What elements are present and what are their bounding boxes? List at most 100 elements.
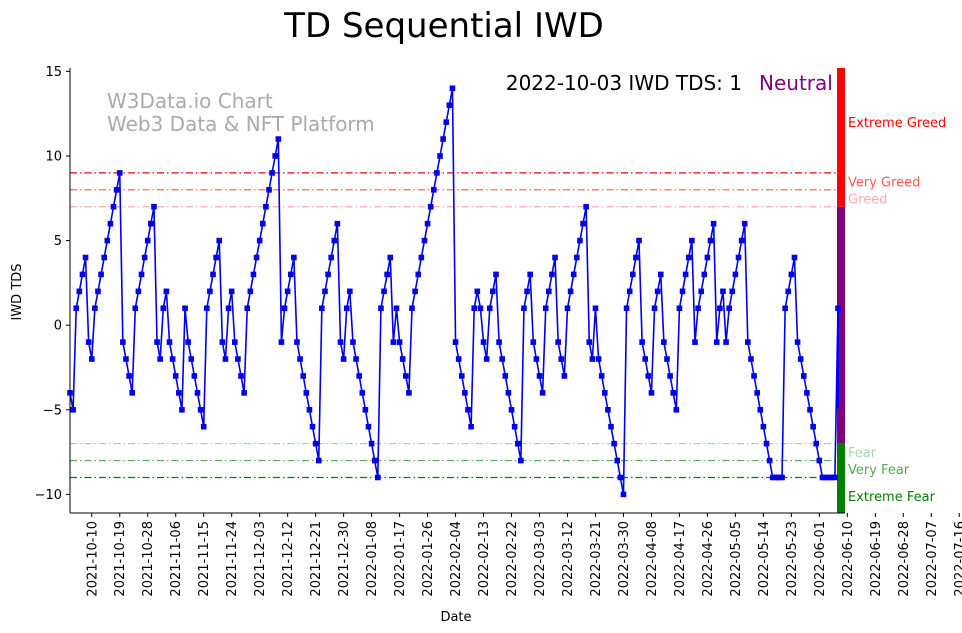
data-point bbox=[707, 237, 714, 244]
data-point bbox=[462, 390, 468, 396]
data-point bbox=[79, 271, 86, 278]
data-point bbox=[542, 305, 549, 312]
data-point bbox=[141, 254, 148, 261]
data-point bbox=[437, 153, 443, 159]
data-point bbox=[266, 187, 272, 193]
data-point bbox=[549, 271, 555, 278]
data-point bbox=[169, 356, 176, 362]
data-point bbox=[602, 390, 608, 396]
y-axis-label: IWD TDS bbox=[10, 263, 25, 320]
x-tick-label: 2022-06-10 bbox=[841, 521, 856, 597]
data-point bbox=[315, 457, 322, 464]
data-point bbox=[378, 305, 384, 312]
data-point bbox=[797, 356, 804, 362]
x-tick-label: 2022-01-17 bbox=[393, 521, 408, 597]
data-point bbox=[745, 339, 751, 345]
data-point bbox=[421, 237, 428, 244]
data-point bbox=[639, 339, 645, 345]
data-point bbox=[598, 373, 605, 379]
axes bbox=[69, 68, 845, 514]
data-point bbox=[297, 356, 303, 362]
chart-title: TD Sequential IWD bbox=[283, 6, 604, 46]
x-tick-label: 2021-11-15 bbox=[197, 521, 212, 597]
data-point bbox=[785, 288, 792, 295]
data-point bbox=[129, 390, 135, 396]
data-point bbox=[626, 288, 633, 295]
data-point bbox=[359, 390, 366, 396]
data-point bbox=[524, 288, 530, 295]
data-point bbox=[592, 305, 599, 312]
gauge-greed-segment bbox=[837, 68, 845, 207]
x-tick-label: 2022-06-19 bbox=[869, 521, 884, 597]
data-point bbox=[810, 423, 816, 430]
x-tick-label: 2022-03-30 bbox=[617, 521, 632, 597]
data-point bbox=[760, 423, 767, 430]
data-point bbox=[443, 119, 450, 125]
data-point bbox=[648, 390, 655, 396]
data-point bbox=[614, 457, 621, 464]
level-label-very-greed: Very Greed bbox=[848, 175, 920, 190]
data-point bbox=[835, 305, 841, 312]
data-point bbox=[468, 423, 474, 430]
y-tick-label: −5 bbox=[43, 403, 62, 418]
data-point bbox=[216, 237, 223, 244]
data-point bbox=[430, 187, 437, 193]
data-point bbox=[595, 356, 602, 362]
data-point bbox=[514, 440, 521, 447]
data-point bbox=[144, 237, 151, 244]
x-tick-label: 2021-10-19 bbox=[113, 521, 128, 597]
data-point bbox=[85, 339, 92, 345]
data-point bbox=[250, 271, 257, 278]
data-point bbox=[486, 305, 493, 312]
data-point bbox=[657, 271, 664, 278]
data-point bbox=[794, 339, 801, 345]
data-point bbox=[633, 254, 639, 261]
series-iwd-tds bbox=[67, 85, 841, 498]
annotation-status: Neutral bbox=[759, 71, 833, 95]
x-tick-label: 2022-03-12 bbox=[561, 521, 576, 597]
data-point bbox=[698, 288, 704, 295]
data-point bbox=[738, 237, 745, 244]
data-point bbox=[101, 254, 107, 261]
level-labels: Extreme Greed Very Greed Greed Fear Very Fea… bbox=[848, 116, 946, 505]
data-point bbox=[449, 85, 456, 92]
data-point bbox=[92, 305, 98, 312]
x-tick-label: 2022-02-22 bbox=[505, 521, 520, 597]
data-point bbox=[483, 356, 490, 362]
level-label-extreme-greed: Extreme Greed bbox=[848, 116, 946, 131]
data-point bbox=[661, 339, 667, 345]
data-point bbox=[539, 390, 546, 396]
x-ticks: 2021-10-10 2021-10-19 2021-10-28 2021-11-06… bbox=[85, 513, 962, 597]
data-point bbox=[256, 237, 263, 244]
level-label-very-fear: Very Fear bbox=[848, 463, 910, 478]
y-tick-label: 0 bbox=[54, 319, 62, 334]
data-point bbox=[334, 220, 341, 227]
data-point bbox=[577, 237, 583, 244]
data-point bbox=[552, 254, 558, 261]
data-point bbox=[228, 288, 235, 295]
data-point bbox=[110, 203, 117, 210]
data-point bbox=[751, 373, 757, 379]
x-tick-label: 2021-12-03 bbox=[253, 521, 268, 597]
data-point bbox=[723, 339, 729, 345]
x-tick-label: 2022-03-03 bbox=[533, 521, 548, 597]
data-point bbox=[151, 203, 157, 210]
data-point bbox=[160, 305, 167, 312]
data-point bbox=[244, 305, 251, 312]
data-point bbox=[384, 271, 390, 278]
data-point bbox=[620, 491, 627, 498]
data-point bbox=[458, 373, 465, 379]
data-point bbox=[505, 390, 512, 396]
x-tick-label: 2022-02-04 bbox=[449, 521, 464, 597]
data-point bbox=[782, 305, 788, 312]
data-point bbox=[291, 254, 297, 261]
data-point bbox=[253, 254, 260, 261]
x-tick-label: 2022-05-05 bbox=[729, 521, 744, 597]
x-tick-label: 2021-12-12 bbox=[281, 521, 296, 597]
data-point bbox=[263, 203, 269, 210]
data-point bbox=[197, 406, 204, 413]
data-point bbox=[689, 237, 695, 244]
x-tick-label: 2022-05-23 bbox=[785, 521, 800, 597]
data-point bbox=[499, 356, 505, 362]
data-point bbox=[185, 339, 191, 345]
